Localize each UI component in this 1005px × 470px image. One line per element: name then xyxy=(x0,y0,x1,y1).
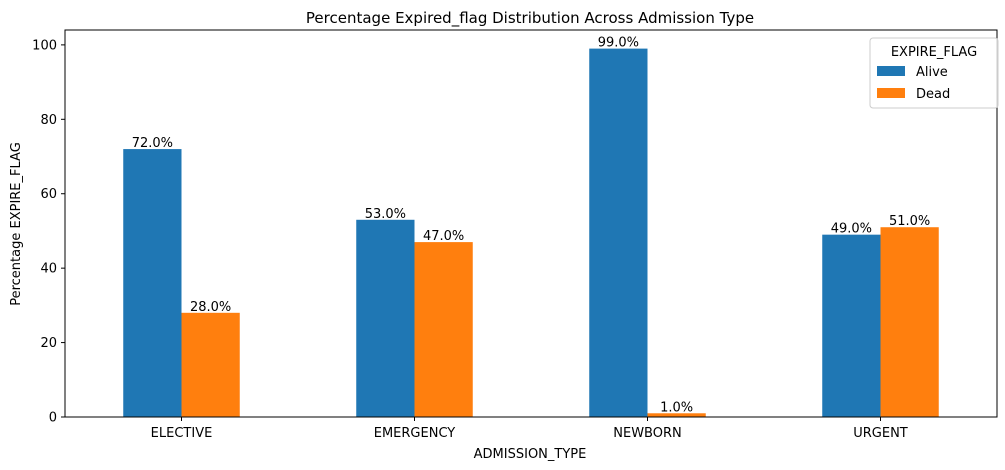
legend-label-dead: Dead xyxy=(916,87,950,102)
bar-dead-urgent xyxy=(880,227,939,417)
x-tick-label: NEWBORN xyxy=(613,426,681,441)
y-tick-label: 20 xyxy=(40,336,57,351)
data-label-alive-emergency: 53.0% xyxy=(365,207,406,222)
chart-title: Percentage Expired_flag Distribution Acr… xyxy=(306,9,754,28)
x-tick-label: URGENT xyxy=(853,426,908,441)
y-axis-title: Percentage EXPIRE_FLAG xyxy=(9,142,24,306)
y-tick-label: 40 xyxy=(40,262,57,277)
bar-dead-emergency xyxy=(414,242,473,417)
legend-title: EXPIRE_FLAG xyxy=(891,45,977,60)
legend: EXPIRE_FLAG Alive Dead xyxy=(869,37,999,109)
plot-area: 0 20 40 60 80 100 72.0% 28.0% ELECTIVE 53.0% 47.0%… xyxy=(32,36,939,441)
legend-label-alive: Alive xyxy=(916,65,948,80)
data-label-alive-elective: 72.0% xyxy=(132,136,173,151)
plot-frame xyxy=(64,29,998,418)
bar-alive-elective xyxy=(123,149,182,418)
data-label-alive-urgent: 49.0% xyxy=(831,222,872,237)
data-label-dead-newborn: 1.0% xyxy=(660,400,693,415)
bar-alive-urgent xyxy=(822,234,881,417)
y-tick-label: 0 xyxy=(49,411,57,426)
bar-dead-newborn xyxy=(647,413,706,417)
data-label-dead-emergency: 47.0% xyxy=(423,229,464,244)
x-tick-label: ELECTIVE xyxy=(151,426,213,441)
x-tick-label: EMERGENCY xyxy=(374,426,456,441)
data-label-dead-elective: 28.0% xyxy=(190,300,231,315)
bar-dead-elective xyxy=(181,312,240,417)
y-tick-label: 100 xyxy=(32,38,57,53)
y-tick-label: 60 xyxy=(40,187,57,202)
legend-swatch-dead xyxy=(877,88,905,98)
x-axis-title: ADMISSION_TYPE xyxy=(474,447,587,462)
data-label-alive-newborn: 99.0% xyxy=(598,36,639,51)
bar-alive-newborn xyxy=(589,48,648,417)
data-label-dead-urgent: 51.0% xyxy=(889,214,930,229)
legend-swatch-alive xyxy=(877,66,905,76)
bar-alive-emergency xyxy=(356,219,415,417)
y-tick-label: 80 xyxy=(40,113,57,128)
